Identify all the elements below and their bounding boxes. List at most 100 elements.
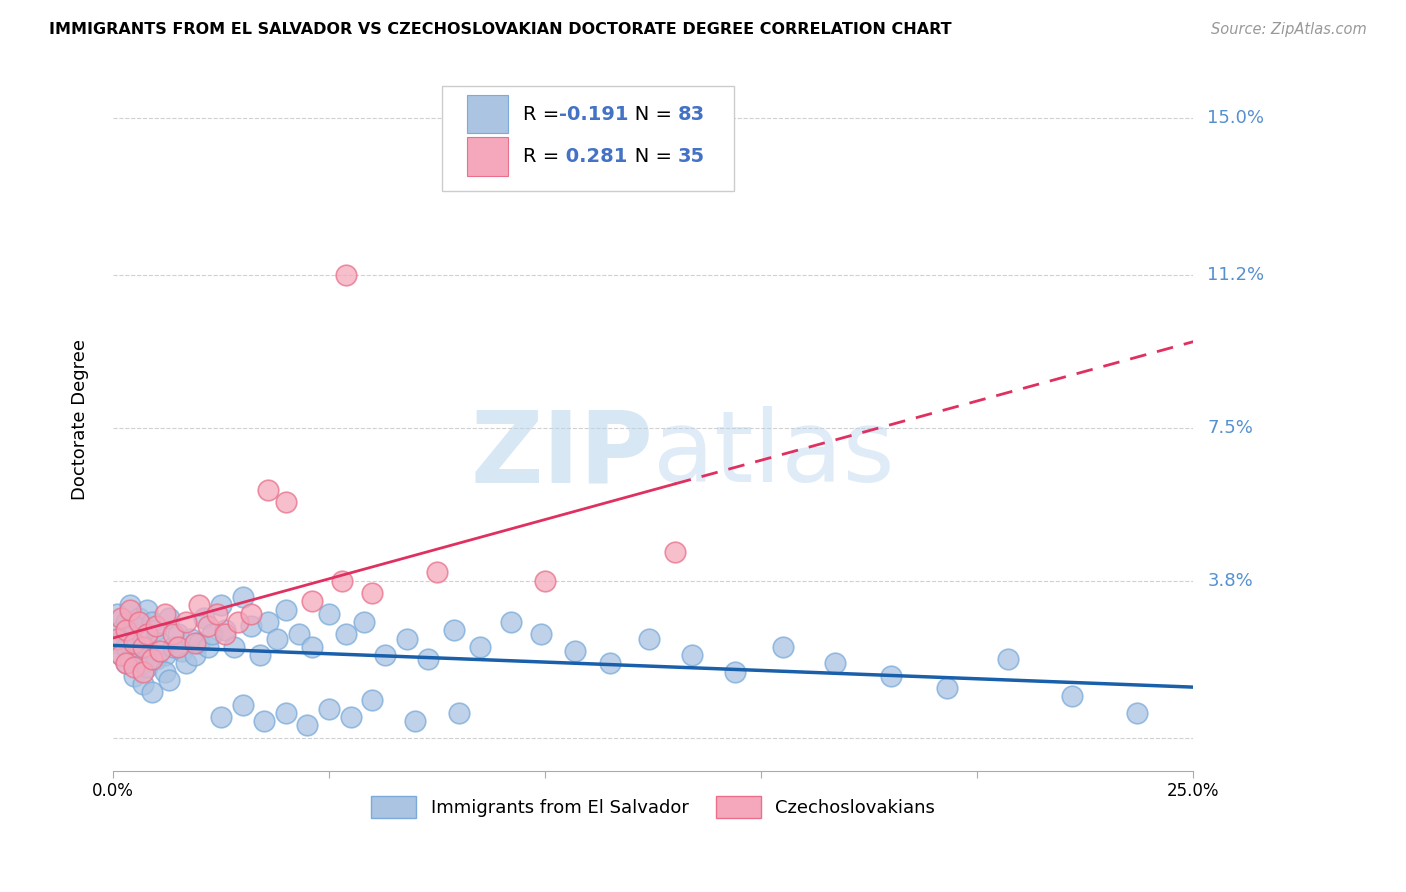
Point [335, 627, 357, 641]
Point [188, 599, 211, 613]
Point [249, 648, 271, 662]
Point [301, 594, 323, 608]
Point [274, 706, 297, 720]
Point [162, 627, 184, 641]
Point [266, 632, 288, 646]
Point [141, 685, 163, 699]
Point [599, 657, 621, 671]
Y-axis label: Doctorate Degree: Doctorate Degree [72, 339, 89, 500]
Point [120, 627, 142, 641]
Point [132, 632, 155, 646]
Text: 0.281: 0.281 [560, 147, 627, 166]
Point [274, 602, 297, 616]
Point [772, 640, 794, 654]
Point [318, 702, 340, 716]
Point [114, 624, 136, 638]
FancyBboxPatch shape [443, 86, 734, 192]
Point [240, 619, 263, 633]
Point [105, 635, 128, 649]
Point [193, 611, 215, 625]
Point [426, 566, 449, 580]
Point [361, 586, 384, 600]
Point [132, 640, 155, 654]
Text: 15.0%: 15.0% [1208, 109, 1264, 127]
Point [564, 644, 586, 658]
Point [188, 635, 211, 649]
Point [114, 615, 136, 629]
Text: N =: N = [616, 104, 679, 124]
Point [124, 635, 146, 649]
Point [145, 619, 167, 633]
Text: N =: N = [616, 147, 679, 166]
Text: Source: ZipAtlas.com: Source: ZipAtlas.com [1211, 22, 1367, 37]
Legend: Immigrants from El Salvador, Czechoslovakians: Immigrants from El Salvador, Czechoslova… [364, 789, 942, 825]
Point [153, 607, 176, 621]
Point [209, 710, 232, 724]
FancyBboxPatch shape [467, 95, 509, 134]
Point [157, 611, 180, 625]
Text: IMMIGRANTS FROM EL SALVADOR VS CZECHOSLOVAKIAN DOCTORATE DEGREE CORRELATION CHAR: IMMIGRANTS FROM EL SALVADOR VS CZECHOSLO… [49, 22, 952, 37]
Point [132, 657, 155, 671]
Point [361, 693, 384, 707]
Text: atlas: atlas [654, 406, 894, 503]
Point [530, 627, 553, 641]
Point [637, 632, 659, 646]
Point [318, 607, 340, 621]
Point [110, 611, 132, 625]
Point [197, 619, 219, 633]
Point [105, 632, 128, 646]
Point [149, 644, 172, 658]
Point [499, 615, 522, 629]
Point [287, 627, 309, 641]
Point [136, 640, 159, 654]
Point [724, 665, 747, 679]
Point [231, 698, 253, 712]
Point [176, 615, 198, 629]
Point [936, 681, 959, 695]
Point [114, 657, 136, 671]
Point [226, 615, 249, 629]
Point [395, 632, 418, 646]
Point [374, 648, 396, 662]
Point [664, 545, 686, 559]
Point [157, 673, 180, 687]
Point [120, 602, 142, 616]
Point [149, 635, 172, 649]
Point [470, 640, 492, 654]
Point [231, 591, 253, 605]
Point [301, 640, 323, 654]
Point [136, 660, 159, 674]
Point [297, 718, 319, 732]
Point [214, 624, 236, 638]
Point [205, 607, 228, 621]
Point [253, 714, 276, 728]
Point [184, 648, 207, 662]
Point [145, 624, 167, 638]
Point [153, 665, 176, 679]
Text: 11.2%: 11.2% [1208, 266, 1264, 284]
Point [222, 640, 245, 654]
Point [274, 495, 297, 509]
Point [120, 652, 142, 666]
Text: -0.191: -0.191 [560, 104, 628, 124]
Point [136, 602, 159, 616]
Point [170, 644, 193, 658]
Text: R =: R = [523, 147, 567, 166]
Point [824, 657, 846, 671]
Point [240, 607, 263, 621]
Text: R =: R = [523, 104, 567, 124]
FancyBboxPatch shape [467, 137, 509, 176]
Point [128, 644, 150, 658]
Point [1126, 706, 1149, 720]
Point [404, 714, 426, 728]
Point [257, 615, 280, 629]
Point [534, 574, 557, 588]
Point [339, 710, 361, 724]
Point [110, 648, 132, 662]
Point [209, 599, 232, 613]
Point [176, 657, 198, 671]
Point [110, 624, 132, 638]
Text: 7.5%: 7.5% [1208, 419, 1253, 437]
Point [335, 268, 357, 282]
Point [418, 652, 440, 666]
